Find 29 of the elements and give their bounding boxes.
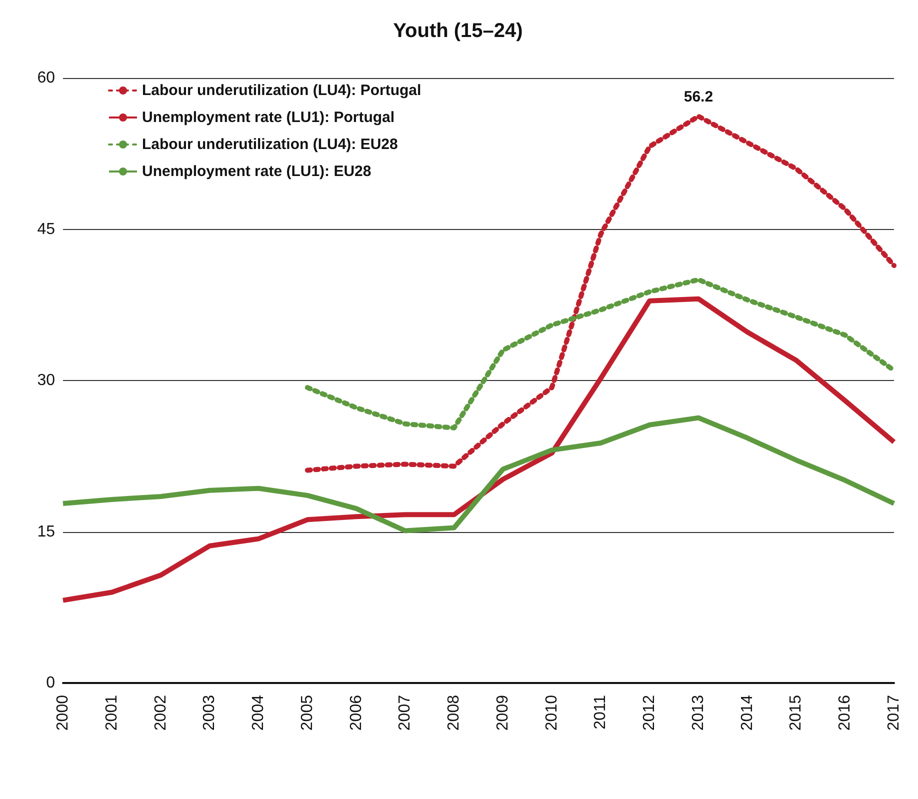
legend-label: Unemployment rate (LU1): EU28	[142, 163, 372, 180]
x-tick-label: 2004	[250, 694, 268, 731]
x-tick-label: 2005	[298, 694, 316, 731]
x-tick-label: 2007	[396, 694, 414, 731]
annotation: 56.2	[684, 88, 714, 106]
x-tick-label: 2008	[446, 694, 463, 731]
x-tick-label: 2001	[103, 694, 120, 731]
legend-label: Labour underutilization (LU4): EU28	[142, 136, 398, 153]
x-tick-label: 2000	[54, 694, 72, 731]
x-tick-label: 2016	[836, 694, 854, 731]
x-tick-label: 2017	[886, 694, 902, 731]
y-tick-label: 0	[46, 674, 56, 692]
legend-label: Unemployment rate (LU1): Portugal	[142, 109, 395, 126]
x-tick-label: 2010	[543, 694, 560, 731]
x-tick-label: 2014	[738, 694, 756, 731]
x-tick-label: 2013	[690, 694, 707, 731]
y-tick-label: 15	[37, 523, 56, 540]
chart-title: Youth (15–24)	[393, 20, 523, 42]
y-tick-label: 30	[37, 372, 56, 389]
x-tick-label: 2011	[592, 694, 610, 730]
legend-label: Labour underutilization (LU4): Portugal	[142, 82, 422, 99]
x-tick-label: 2015	[788, 694, 805, 731]
x-tick-label: 2003	[201, 694, 218, 731]
y-tick-label: 45	[37, 220, 56, 238]
x-tick-label: 2012	[641, 694, 658, 731]
x-tick-label: 2006	[348, 694, 365, 731]
x-tick-label: 2009	[494, 694, 512, 731]
x-tick-label: 2002	[152, 694, 170, 731]
y-tick-label: 60	[37, 70, 56, 86]
